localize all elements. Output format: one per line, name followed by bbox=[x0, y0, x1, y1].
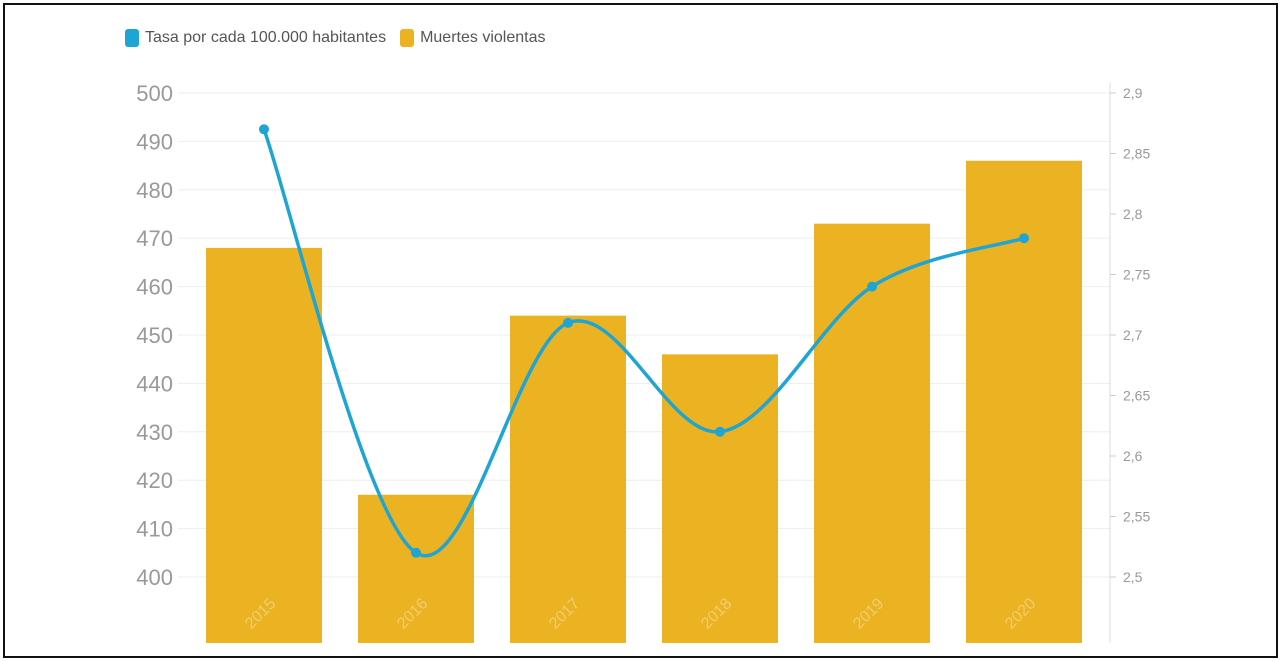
y-right-tick-label: 2,75 bbox=[1123, 267, 1150, 283]
y-left-tick-label: 480 bbox=[136, 178, 173, 203]
legend-swatch-deaths bbox=[400, 29, 415, 47]
legend-item-deaths[interactable]: Muertes violentas bbox=[400, 29, 545, 47]
y-left-tick-label: 440 bbox=[136, 371, 173, 396]
combo-chart: 400 410 420 430 440 450 460 470 480 490 500 2,5 2,55… bbox=[136, 81, 1150, 643]
chart-frame: Tasa por cada 100.000 habitantes Muertes… bbox=[3, 3, 1278, 658]
y-left-tick-label: 460 bbox=[136, 275, 173, 300]
bar-2016 bbox=[358, 494, 474, 643]
y-left-tick-label: 430 bbox=[136, 420, 173, 445]
legend: Tasa por cada 100.000 habitantes Muertes… bbox=[125, 29, 559, 47]
bar-2015 bbox=[206, 247, 322, 643]
y-right-tick-label: 2,55 bbox=[1123, 509, 1150, 525]
y-left-tick-label: 500 bbox=[136, 81, 173, 106]
bar-2017 bbox=[510, 315, 626, 643]
rate-point-2017 bbox=[563, 317, 573, 328]
y-right-tick-label: 2,85 bbox=[1123, 146, 1150, 162]
y-left-tick-label: 450 bbox=[136, 323, 173, 348]
legend-label-deaths: Muertes violentas bbox=[420, 29, 546, 46]
y-right-tick-label: 2,6 bbox=[1123, 448, 1143, 464]
rate-point-2019 bbox=[867, 281, 877, 292]
bar-2018 bbox=[662, 354, 778, 643]
rate-point-2018 bbox=[715, 426, 725, 437]
legend-label-rate: Tasa por cada 100.000 habitantes bbox=[145, 29, 387, 46]
y-right-tick-label: 2,5 bbox=[1123, 569, 1143, 585]
bar-2019 bbox=[814, 223, 930, 643]
legend-swatch-rate bbox=[125, 29, 139, 47]
rate-point-2016 bbox=[411, 547, 421, 558]
y-left-tick-label: 490 bbox=[136, 129, 173, 154]
y-left-tick-label: 410 bbox=[136, 517, 173, 542]
y-right-tick-label: 2,9 bbox=[1123, 85, 1143, 101]
y-right-tick-label: 2,7 bbox=[1123, 327, 1143, 343]
rate-point-2020 bbox=[1019, 233, 1029, 244]
rate-point-2015 bbox=[259, 124, 269, 135]
y-left-tick-label: 420 bbox=[136, 468, 173, 493]
legend-item-rate[interactable]: Tasa por cada 100.000 habitantes bbox=[125, 29, 386, 47]
y-left-tick-label: 400 bbox=[136, 565, 173, 590]
y-right-tick-label: 2,65 bbox=[1123, 388, 1150, 404]
y-left-tick-label: 470 bbox=[136, 226, 173, 251]
y-right-tick-label: 2,8 bbox=[1123, 206, 1143, 222]
bar-2020 bbox=[966, 160, 1082, 643]
